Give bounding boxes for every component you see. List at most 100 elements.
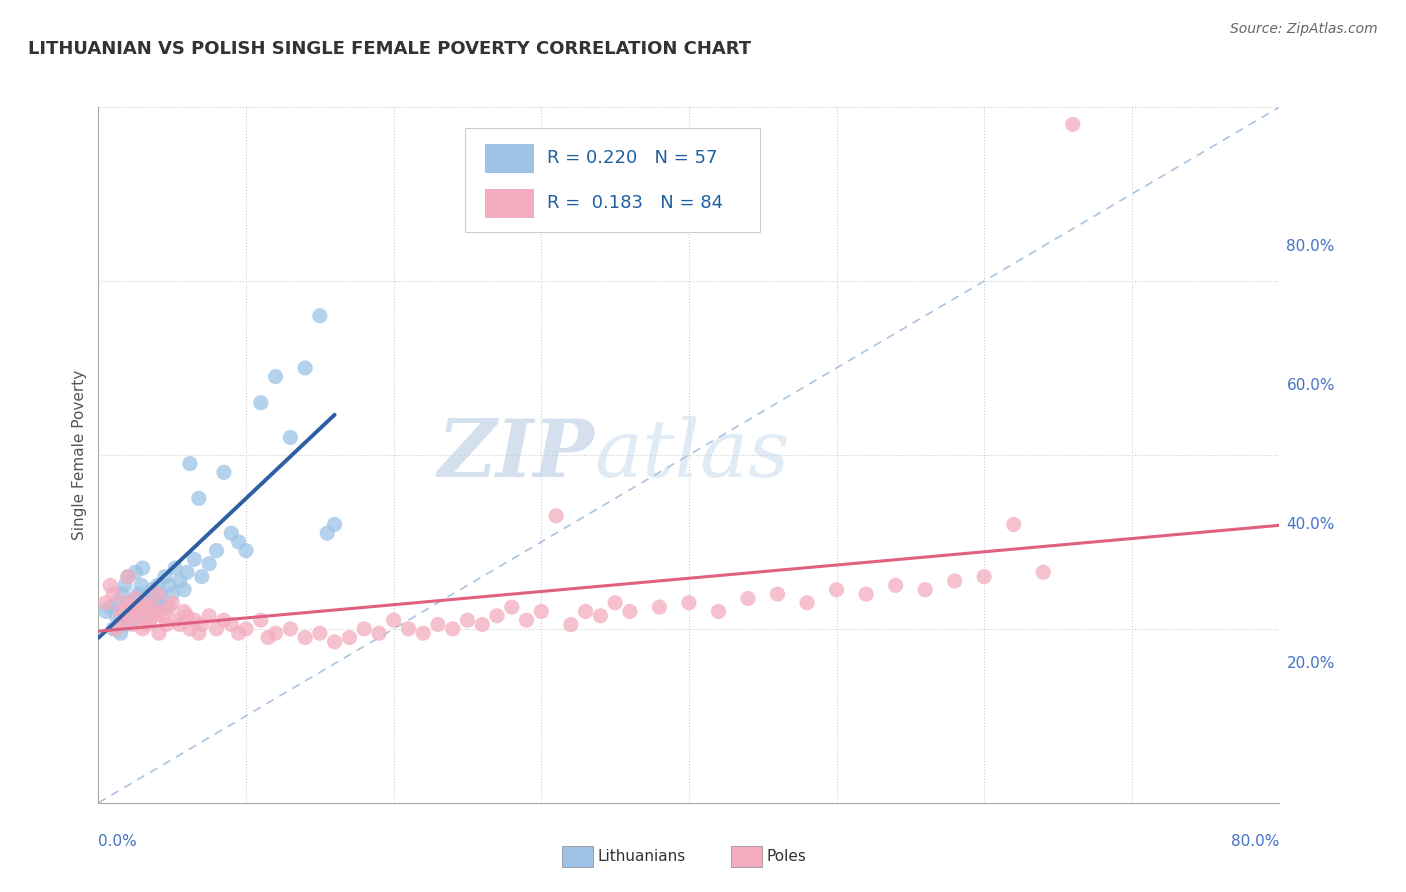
Point	[1002, 517, 1025, 532]
Point	[973, 570, 995, 584]
Point	[139, 600, 162, 615]
Point	[117, 570, 139, 584]
Point	[515, 613, 537, 627]
Point	[574, 605, 596, 619]
Point	[943, 574, 966, 588]
Point	[143, 591, 166, 606]
Point	[136, 617, 159, 632]
Point	[146, 578, 169, 592]
Point	[1032, 566, 1054, 580]
Point	[501, 600, 523, 615]
Point	[191, 570, 214, 584]
Point	[136, 608, 159, 623]
Point	[139, 613, 162, 627]
Point	[128, 608, 150, 623]
Point	[125, 605, 148, 619]
Point	[98, 578, 121, 592]
FancyBboxPatch shape	[485, 144, 534, 173]
Point	[165, 561, 187, 575]
Point	[121, 613, 143, 627]
Point	[141, 582, 163, 597]
FancyBboxPatch shape	[485, 189, 534, 219]
Text: R = 0.220   N = 57: R = 0.220 N = 57	[547, 149, 717, 167]
Point	[152, 608, 174, 623]
Point	[1062, 117, 1084, 131]
Point	[914, 582, 936, 597]
Point	[412, 626, 434, 640]
Point	[114, 596, 136, 610]
Point	[124, 591, 146, 606]
Point	[117, 608, 139, 623]
Point	[796, 596, 818, 610]
Point	[132, 561, 155, 575]
Point	[648, 600, 671, 615]
Point	[219, 617, 242, 632]
Point	[117, 570, 139, 584]
Point	[235, 622, 257, 636]
Point	[124, 591, 146, 606]
Point	[309, 309, 332, 323]
Point	[176, 608, 198, 623]
Point	[678, 596, 700, 610]
Point	[212, 613, 235, 627]
Point	[544, 508, 567, 523]
Point	[219, 526, 242, 541]
Point	[110, 605, 132, 619]
Point	[103, 587, 125, 601]
Point	[198, 557, 221, 571]
Text: Poles: Poles	[766, 849, 806, 863]
Point	[132, 600, 155, 615]
Point	[107, 596, 129, 610]
Point	[179, 622, 201, 636]
Point	[127, 587, 149, 601]
Point	[115, 617, 138, 632]
Point	[122, 600, 145, 615]
Point	[110, 626, 132, 640]
Point	[155, 617, 177, 632]
Point	[294, 631, 316, 645]
Point	[235, 543, 257, 558]
Point	[141, 600, 163, 615]
Point	[294, 360, 316, 375]
Point	[530, 605, 553, 619]
Point	[120, 600, 142, 615]
Point	[605, 596, 627, 610]
Point	[103, 622, 125, 636]
Point	[456, 613, 478, 627]
Point	[855, 587, 877, 601]
Text: 0.0%: 0.0%	[98, 834, 138, 849]
Point	[486, 608, 509, 623]
Point	[198, 608, 221, 623]
Text: Source: ZipAtlas.com: Source: ZipAtlas.com	[1230, 22, 1378, 37]
Point	[766, 587, 789, 601]
Point	[114, 578, 136, 592]
Point	[111, 587, 134, 601]
Point	[316, 526, 339, 541]
Point	[228, 626, 250, 640]
Point	[148, 626, 170, 640]
Point	[169, 617, 191, 632]
Point	[323, 635, 346, 649]
Point	[560, 617, 582, 632]
Point	[278, 622, 302, 636]
Point	[173, 582, 195, 597]
Point	[323, 517, 346, 532]
Point	[368, 626, 391, 640]
Point	[111, 613, 134, 627]
Point	[105, 608, 128, 623]
Point	[110, 613, 132, 627]
Point	[441, 622, 464, 636]
Point	[135, 596, 157, 610]
Point	[382, 613, 405, 627]
Point	[132, 600, 155, 615]
Point	[353, 622, 375, 636]
Point	[169, 574, 191, 588]
Point	[148, 596, 170, 610]
Point	[309, 626, 332, 640]
Point	[337, 631, 360, 645]
Point	[278, 431, 302, 445]
Point	[125, 605, 148, 619]
Text: 60.0%: 60.0%	[1286, 378, 1334, 392]
Point	[135, 596, 157, 610]
Point	[105, 622, 128, 636]
